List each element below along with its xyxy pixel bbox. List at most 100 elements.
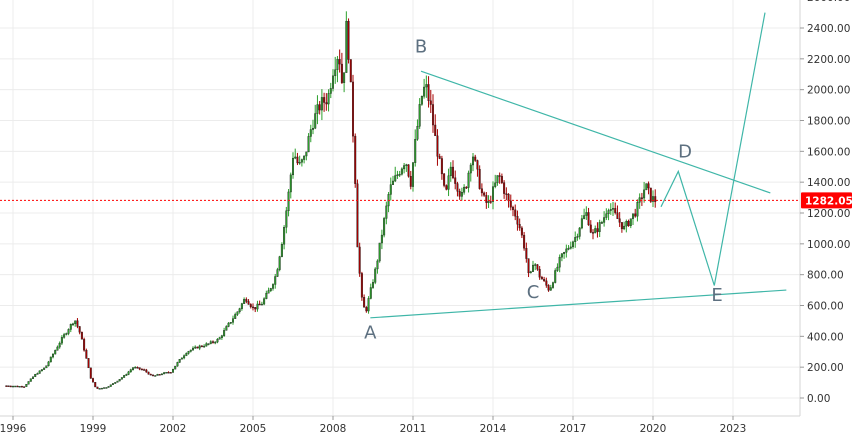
candle-body (494, 182, 497, 187)
candle-body (603, 217, 606, 223)
candle-body (532, 264, 535, 272)
candle-body (609, 209, 612, 211)
wave-label-b: B (415, 37, 427, 58)
candle-body (498, 175, 501, 177)
y-tick-label: 0.00 (807, 393, 830, 405)
candle-body (9, 385, 12, 388)
candle-body (518, 224, 521, 229)
candle-body (463, 186, 466, 193)
candle-body (260, 303, 263, 306)
candle-body (58, 342, 61, 348)
candle-body (276, 269, 279, 277)
candle-body (645, 183, 648, 191)
candle-body (585, 212, 588, 216)
candle-body (20, 386, 23, 388)
candle-body (560, 253, 563, 258)
candle-body (52, 353, 55, 358)
y-tick-label: 1400.00 (807, 177, 850, 189)
candle-body (171, 368, 174, 373)
candle-body (598, 222, 601, 232)
candle-body (578, 227, 581, 237)
candle-body (576, 236, 579, 238)
candle-body (231, 318, 234, 323)
candle-body (392, 180, 395, 185)
candle-body (272, 284, 275, 289)
x-tick-label: 2014 (480, 423, 507, 435)
candle-body (211, 341, 214, 343)
wave-labels: A B C D E (364, 37, 723, 344)
candle-body (292, 157, 295, 176)
y-tick-label: 1000.00 (807, 239, 850, 251)
candle-body (514, 209, 517, 217)
candle-body (389, 184, 392, 195)
candle-body (283, 227, 286, 245)
candle-body (343, 72, 346, 83)
trendline (370, 289, 787, 319)
candle-body (54, 350, 57, 355)
y-tick-label: 800.00 (807, 270, 844, 282)
candle-body (614, 208, 617, 213)
y-tick-label: 1600.00 (807, 146, 850, 158)
price-axis[interactable]: 0.00 200.00 400.00 600.00 800.00 1000.00 1200.… (800, 0, 850, 405)
candle-body (56, 346, 59, 351)
candle-body (303, 155, 306, 160)
candle-body (534, 264, 537, 266)
candle-body (329, 88, 332, 94)
candle-body (465, 186, 468, 189)
candle-body (538, 268, 541, 278)
candle-body (49, 356, 52, 363)
candle-body (183, 355, 186, 359)
y-tick-label: 2400.00 (807, 23, 850, 35)
candle-body (569, 246, 572, 249)
candle-body (309, 129, 312, 137)
candle-body (69, 324, 72, 330)
candle-body (483, 192, 486, 196)
candle-body (363, 297, 366, 308)
candle-body (34, 374, 37, 377)
candle-body (349, 59, 352, 83)
grid (0, 0, 800, 416)
candle-body (296, 156, 299, 164)
candle-body (396, 174, 399, 177)
wave-label-a: A (364, 323, 377, 344)
candle-body (38, 370, 41, 374)
time-axis[interactable]: 1996 1999 2002 2005 2008 2011 2014 2017 2020 2023 (0, 416, 746, 435)
candle-body (620, 222, 623, 230)
candle-body (287, 191, 290, 212)
x-tick-label: 2008 (320, 423, 347, 435)
candle-body (400, 168, 403, 175)
candle-body (136, 367, 139, 369)
candle-body (445, 185, 448, 190)
wave-label-c: C (527, 282, 540, 303)
candle-body (105, 387, 108, 389)
candle-body (209, 341, 212, 344)
candle-body (434, 124, 437, 137)
candle-body (67, 329, 70, 334)
candle-body (587, 212, 590, 226)
candle-body (134, 367, 137, 369)
candle-body (654, 196, 657, 203)
candle-body (436, 135, 439, 157)
candle-body (178, 359, 181, 363)
candle-body (249, 304, 252, 308)
candle-body (256, 303, 259, 310)
candle-body (251, 306, 254, 309)
candle-body (194, 346, 197, 349)
candle-body (549, 287, 552, 291)
candle-body (365, 307, 368, 312)
candle-body (367, 298, 370, 312)
candle-body (527, 258, 530, 274)
candle-body (154, 375, 157, 377)
candle-body (227, 322, 230, 327)
candle-body (285, 210, 288, 228)
candle-body (467, 172, 470, 188)
y-tick-label: 2200.00 (807, 54, 850, 66)
candle-body (236, 311, 239, 315)
candle-body (138, 367, 141, 370)
candle-body (145, 369, 148, 373)
candle-body (409, 175, 412, 187)
candle-body (632, 213, 635, 219)
candle-body (323, 97, 326, 103)
